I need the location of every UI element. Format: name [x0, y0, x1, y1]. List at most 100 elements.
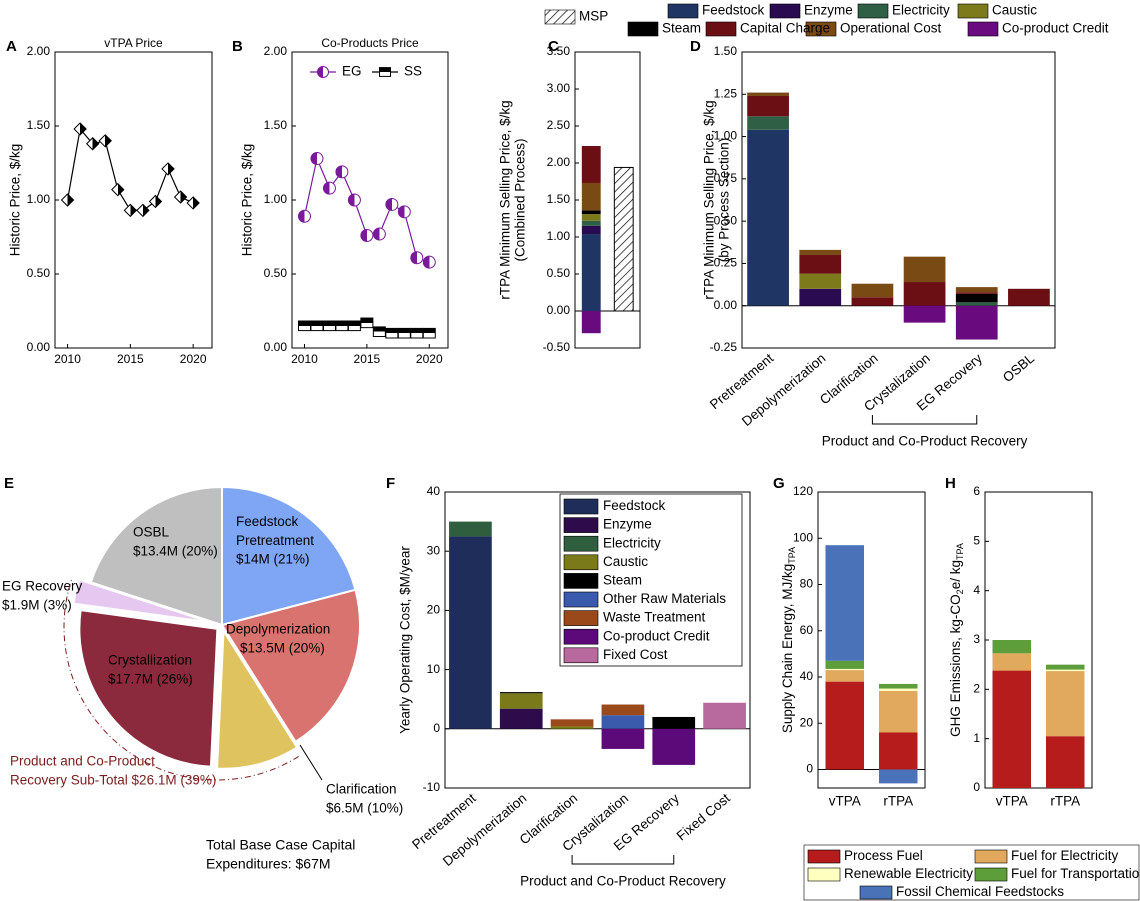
x-tick-label: 2010: [291, 352, 318, 366]
y-tick-label: -0.25: [710, 340, 738, 354]
y-tick-label: 0.50: [547, 266, 571, 280]
marker: [410, 327, 424, 339]
bar-segment: [601, 715, 645, 729]
legend-label: Caustic: [992, 3, 1037, 18]
bar-segment: [878, 690, 918, 733]
bar-segment: [1045, 669, 1085, 672]
slice-value: $14M (21%): [236, 552, 310, 567]
legend-frame: [803, 844, 1140, 901]
panel-label: A: [6, 38, 17, 55]
bar-segment: [799, 273, 842, 289]
legend-label: Co-product Credit: [1002, 21, 1109, 36]
panel-label: H: [945, 475, 956, 492]
leader-line: [299, 744, 323, 781]
legend-label: Co-product Credit: [603, 628, 710, 643]
legend-label: Caustic: [603, 554, 648, 569]
y-tick-label: 1.50: [547, 192, 571, 206]
marker: [317, 66, 329, 78]
legend-swatch: [563, 498, 599, 515]
slice-value: $6.5M (10%): [326, 801, 403, 816]
legend-label: Waste Treatment: [603, 610, 706, 625]
legend-swatch: [857, 3, 889, 19]
legend-swatch: [667, 3, 699, 19]
x-tick-label: Fixed Cost: [674, 790, 733, 843]
bar-segment: [1045, 736, 1085, 788]
x-tick-label: rTPA: [1050, 794, 1080, 809]
legend-label: Steam: [603, 572, 642, 587]
bar-segment: [851, 297, 894, 306]
x-tick-label: Depolymerization: [440, 791, 530, 870]
y-tick-label: 20: [427, 603, 441, 617]
x-tick-label: 2020: [180, 352, 207, 366]
total-annotation: Total Base Case Capital: [206, 837, 355, 853]
legend-swatch: [563, 535, 599, 552]
bar-segment: [499, 692, 543, 694]
marker: [379, 67, 391, 77]
marker: [360, 317, 374, 329]
legend-swatch: [563, 573, 599, 589]
slice-value: $13.4M (20%): [133, 544, 218, 559]
pie-slice: [78, 609, 219, 768]
pie-slice: [89, 485, 223, 627]
y-tick-label: 2: [973, 682, 980, 696]
bar-segment: [799, 249, 842, 255]
panel-label: C: [548, 38, 559, 55]
y-tick-label: 0: [806, 762, 813, 776]
y-tick-label: 40: [800, 669, 814, 683]
y-tick-label: 1.00: [714, 129, 738, 143]
legend-label: Electricity: [892, 3, 950, 18]
marker: [397, 327, 411, 339]
y-tick-label: 2.00: [27, 44, 51, 58]
y-tick-label: 120: [793, 484, 813, 498]
bar-segment: [955, 292, 998, 294]
marker: [123, 203, 138, 218]
bar-segment: [799, 288, 842, 306]
bar-segment: [581, 214, 601, 221]
marker: [322, 320, 336, 332]
marker: [347, 193, 361, 207]
marker: [85, 137, 100, 151]
y-tick-label: 0.00: [714, 298, 738, 312]
y-tick-label: 2.00: [547, 155, 571, 169]
legend-swatch: [859, 885, 893, 900]
recovery-arc: [63, 579, 299, 781]
legend-swatch: [563, 628, 599, 645]
y-tick-label: 0: [973, 780, 980, 794]
y-tick-label: 4: [973, 583, 980, 597]
legend-swatch: [957, 3, 989, 19]
bar-segment: [747, 92, 789, 96]
y-tick-label: 2.50: [547, 118, 571, 132]
bar-segment: [878, 688, 918, 691]
x-tick-label: vTPA: [996, 794, 1028, 809]
marker: [422, 255, 436, 269]
bar-segment: [581, 234, 601, 311]
panel-label: D: [690, 38, 701, 55]
marker: [73, 122, 87, 136]
marker: [385, 327, 399, 339]
bar-segment: [499, 708, 543, 729]
plot-frame: [817, 491, 926, 789]
legend-label: Capital Charge: [740, 21, 830, 36]
bar-segment: [799, 254, 842, 274]
y-tick-label: 3.00: [547, 81, 571, 95]
y-tick-label: 60: [800, 623, 814, 637]
x-tick-label: 2015: [354, 352, 381, 366]
marker: [385, 197, 399, 211]
y-axis-label: rTPA Minimum Selling Price, $/kg: [702, 100, 717, 299]
marker: [297, 320, 311, 332]
marker: [410, 251, 424, 265]
legend-label: Fossil Chemical Feedstocks: [896, 884, 1064, 899]
marker: [422, 327, 436, 339]
legend-label: Enzyme: [603, 517, 652, 532]
chart-title: Co-Products Price: [321, 36, 419, 50]
legend-label: Feedstock: [702, 3, 765, 18]
chart-title: vTPA Price: [104, 36, 163, 50]
y-axis-label-part: e/ kg: [948, 560, 963, 589]
y-axis-label: GHG Emissions, kg-CO2e/ kgTPA: [948, 543, 966, 737]
plot-frame: [444, 491, 751, 789]
total-annotation: Expenditures: $67M: [206, 856, 331, 872]
bar-segment: [747, 116, 789, 130]
marker: [360, 229, 374, 243]
y-tick-label: 0.25: [714, 256, 738, 270]
plot-frame: [54, 51, 213, 349]
